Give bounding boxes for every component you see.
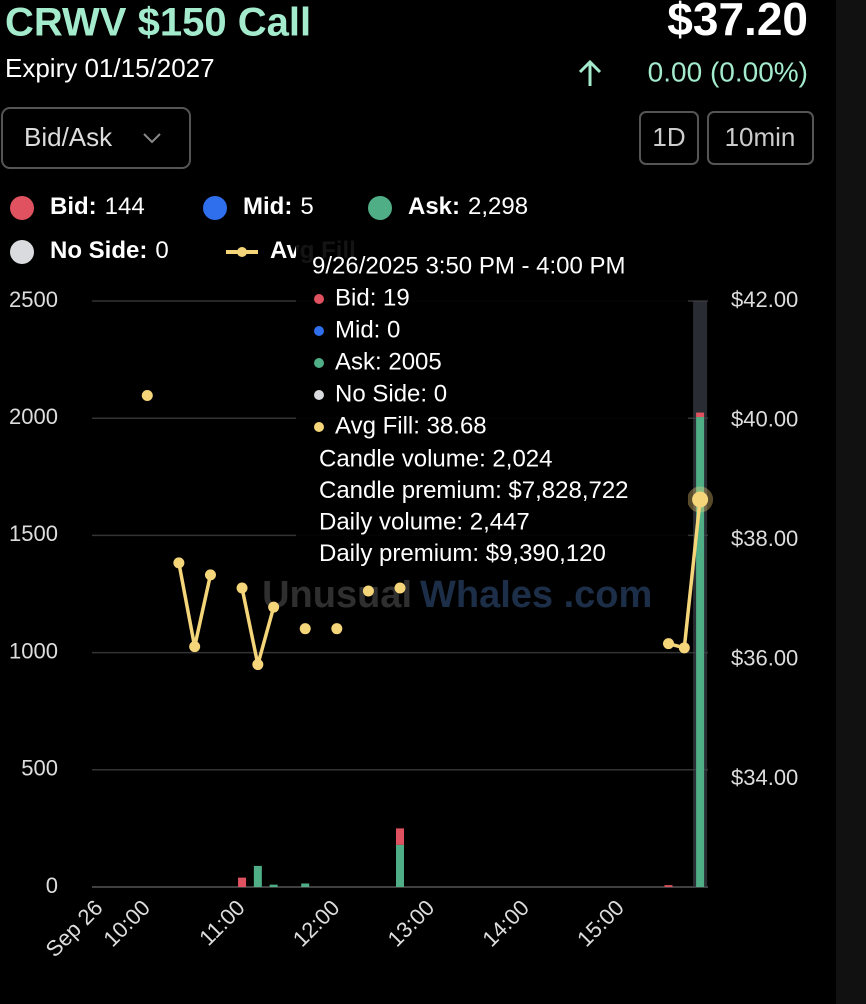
avg-fill-point [204,569,216,581]
side-strip [836,0,866,1004]
y-tick-label: 2000 [9,404,58,429]
watermark: Whales .com [420,574,652,616]
avg-fill-point [236,582,248,594]
legend-name: Bid: [50,193,97,220]
tooltip-line: Candle premium: $7,828,722 [319,477,629,504]
avg-fill-point [331,623,343,635]
legend-name: Mid: [243,193,292,220]
tooltip-marker [314,326,324,336]
bar-segment [696,412,705,418]
tooltip-item: Mid: 0 [335,316,400,343]
dropdown[interactable] [1,107,191,169]
bar-segment [238,877,247,887]
legend-total: 0 [155,237,168,264]
y2-tick-label: $34.00 [731,765,798,790]
bar-segment [664,885,673,887]
avg-fill-point [268,601,280,613]
bar-segment [396,828,404,845]
legend-marker [368,196,392,220]
bar-segment [396,844,404,887]
legend-marker [203,196,227,220]
tooltip-line: Candle volume: 2,024 [319,445,552,472]
legend-total: 144 [105,193,145,220]
y-tick-label: 2500 [9,287,58,312]
avg-fill-point [173,557,185,569]
y2-tick-label: $42.00 [731,287,798,312]
y2-tick-label: $36.00 [731,646,798,671]
avg-fill-point [189,641,201,653]
y-tick-label: 1000 [9,638,58,663]
legend-total: 2,298 [468,193,528,220]
y2-tick-label: $38.00 [731,526,798,551]
tooltip-marker [314,294,324,304]
legend-label: Mid: 5 [243,193,314,220]
bar-segment [301,883,310,887]
tooltip-marker [314,358,324,368]
title: CRWV $150 Call [5,1,311,45]
tooltip-title: 9/26/2025 3:50 PM - 4:00 PM [312,252,626,279]
bar-segment [253,865,262,887]
y-tick-label: 0 [46,873,58,898]
tooltip-item: Ask: 2005 [335,348,442,375]
tooltip-line: Daily volume: 2,447 [319,508,530,535]
avg-fill-point [663,638,675,650]
avg-fill-point [252,659,264,671]
legend-marker [237,247,247,257]
interval-label: 10min [725,122,796,152]
y-tick-label: 500 [21,756,58,781]
avg-fill-point [394,582,406,594]
avg-fill-point [692,491,709,508]
y-tick-label: 1500 [9,521,58,546]
tooltip-item: No Side: 0 [335,380,447,407]
avg-fill-point [362,585,374,597]
legend-marker [10,196,34,220]
bar-segment [696,417,705,887]
price: $37.20 [667,0,808,45]
watermark: Unusual [262,574,412,616]
tooltip-marker [314,390,324,400]
y2-tick-label: $40.00 [731,406,798,431]
avg-fill-point [141,389,153,401]
range-label: 1D [652,122,685,152]
tooltip-item: Bid: 19 [335,284,410,311]
expiry: Expiry 01/15/2027 [5,53,215,83]
price-change: 0.00 (0.00%) [648,56,808,87]
legend-total: 5 [300,193,313,220]
legend-label: No Side: 0 [50,237,169,264]
tooltip-line: Daily premium: $9,390,120 [319,540,606,567]
legend-name: Ask: [408,193,460,220]
range-button[interactable] [639,111,699,165]
dropdown-label: Bid/Ask [24,122,113,152]
tooltip-item: Avg Fill: 38.68 [335,412,487,439]
legend-name: No Side: [50,237,147,264]
legend-label: Ask: 2,298 [408,193,528,220]
avg-fill-point [299,623,311,635]
interval-button[interactable] [707,111,814,165]
legend-label: Bid: 144 [50,193,145,220]
avg-fill-point [678,642,690,654]
chevron [143,133,161,144]
legend-marker [10,240,34,264]
tooltip-marker [314,422,324,432]
up-arrow [578,59,602,86]
tooltip [296,236,688,580]
bar-segment [269,884,278,887]
